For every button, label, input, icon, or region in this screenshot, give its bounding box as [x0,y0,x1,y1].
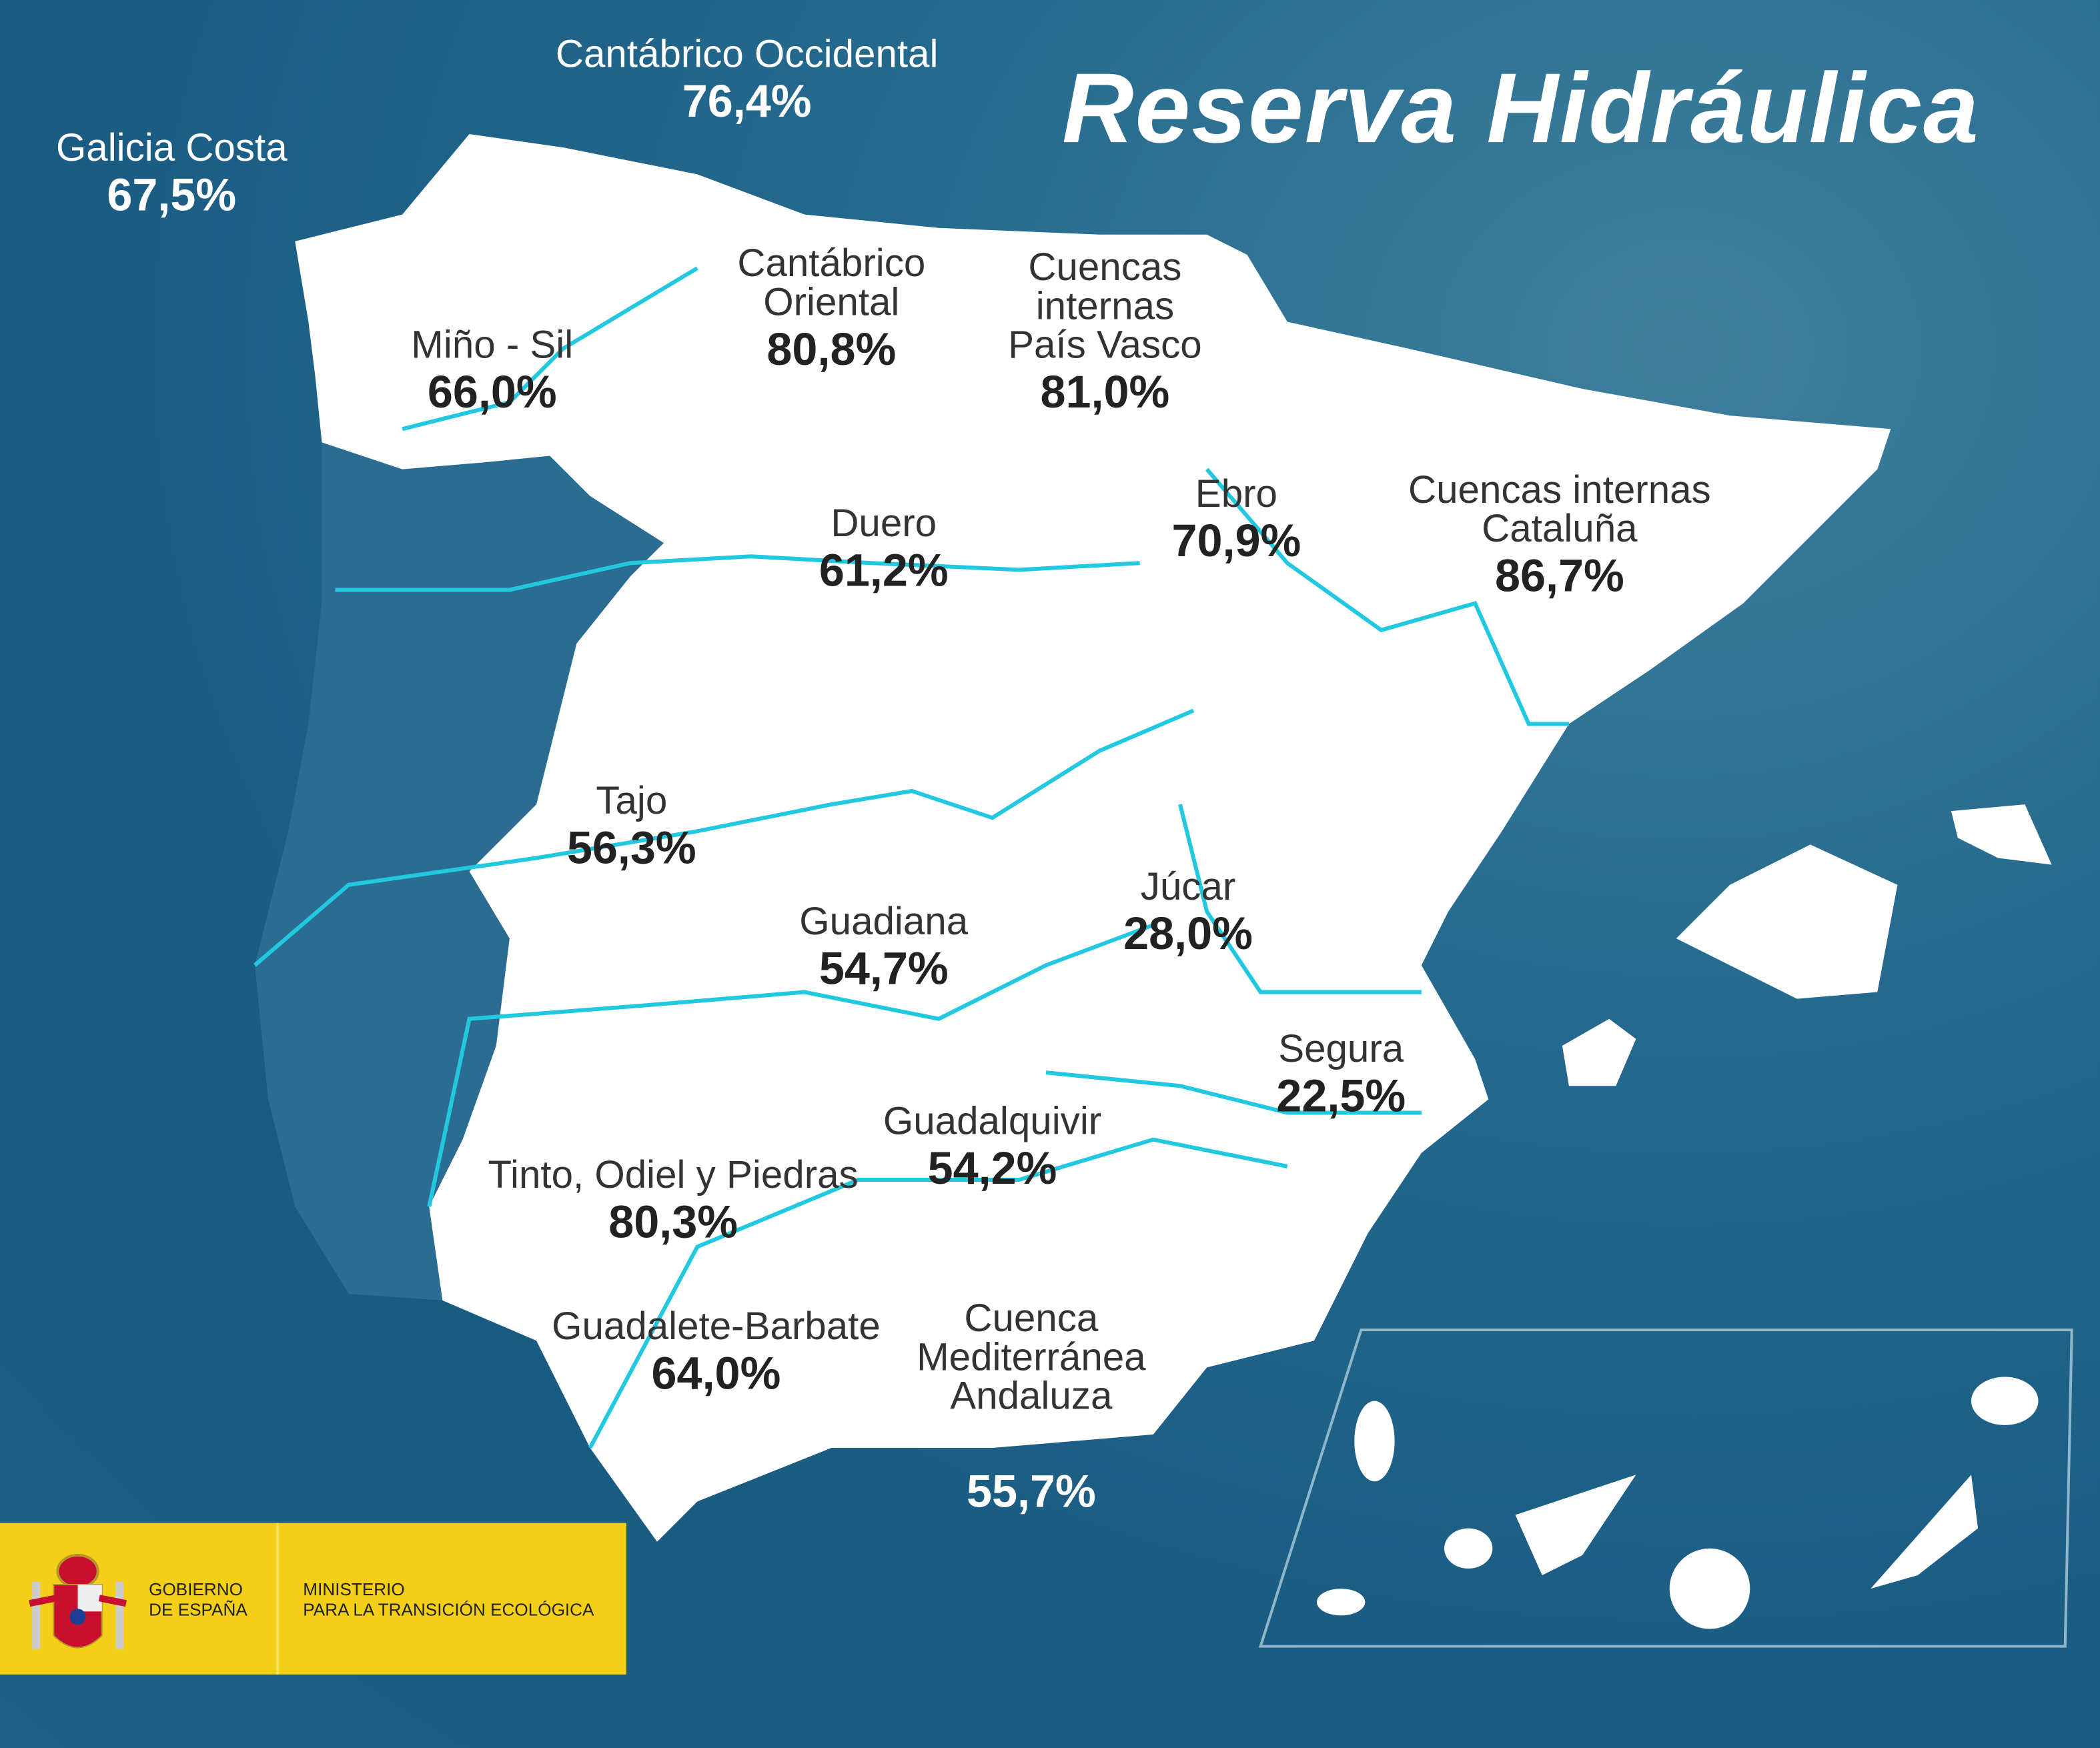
region-name: Segura [1278,1028,1404,1072]
river-guadiana [427,923,1154,1207]
gobierno-text: GOBIERNO DE ESPAÑA [149,1579,247,1620]
region-name: Tinto, Odiel y Piedras [488,1154,859,1198]
river-duero [335,554,1140,592]
region-cantabrico-occidental: Cantábrico Occidental 76,4% [555,33,939,129]
coat-of-arms-icon [29,1553,127,1649]
region-name: Tajo [596,780,668,824]
region-value: 56,3% [566,823,696,874]
region-duero: Duero 61,2% [819,502,949,598]
river-jucar [1178,804,1422,994]
spain-mainland [295,134,1891,1542]
region-tajo: Tajo 56,3% [566,780,696,876]
region-value: 28,0% [1123,908,1253,960]
region-value: 80,8% [766,324,897,375]
page-title: Reserva Hidráulica [1062,52,1980,164]
region-name: Galicia Costa [55,127,288,171]
region-jucar: Júcar 28,0% [1123,866,1253,962]
region-value: 86,7% [1494,551,1624,602]
logo-divider [276,1523,280,1675]
region-mino-sil: Miño - Sil 66,0% [411,324,574,419]
region-name: Guadiana [799,900,969,944]
region-name: Cuenca Mediterránea Andaluza [917,1297,1146,1419]
region-value: 22,5% [1276,1071,1406,1122]
region-cataluna: Cuencas internas Cataluña 86,7% [1408,472,1711,604]
river-ebro [1205,468,1569,726]
region-name: Ebro [1195,473,1277,516]
region-mediterranea-andaluza: Cuenca Mediterránea Andaluza 55,7% [917,1300,1145,1519]
region-value: 76,4% [682,76,812,127]
balearic-islands [1562,804,2052,1086]
region-name: Cuencas internas Cataluña [1408,469,1711,552]
portugal-land [254,442,664,1300]
region-value: 54,7% [819,944,949,995]
region-pais-vasco: Cuencas internas País Vasco 81,0% [1008,249,1202,419]
region-value: 81,0% [1040,367,1170,419]
region-ebro: Ebro 70,9% [1172,476,1301,569]
region-value: 64,0% [651,1349,781,1400]
region-name: Miño - Sil [411,324,574,367]
rivers [253,266,1569,1449]
region-guadalquivir: Guadalquivir 54,2% [883,1100,1102,1196]
government-logo: GOBIERNO DE ESPAÑA MINISTERIO PARA LA TR… [0,1523,626,1675]
region-guadalete-barbate: Guadalete-Barbate 64,0% [552,1308,881,1401]
region-name: Guadalquivir [883,1100,1102,1144]
region-value: 61,2% [819,546,949,597]
region-name: Cuencas internas País Vasco [1008,246,1202,367]
region-value: 55,7% [966,1467,1096,1518]
region-galicia-costa: Galicia Costa 67,5% [55,127,288,223]
region-guadiana: Guadiana 54,7% [799,900,969,996]
region-name: Cantábrico Occidental [555,33,939,77]
region-value: 80,3% [608,1197,738,1248]
region-segura: Segura 22,5% [1276,1028,1406,1124]
canary-islands [1317,1377,2039,1629]
region-value: 70,9% [1171,516,1301,568]
canary-box [1258,1329,2073,1648]
region-name: Cantábrico Oriental [737,242,926,325]
region-name: Duero [831,502,937,546]
region-value: 67,5% [107,170,237,221]
river-segura [1045,1070,1422,1115]
region-value: 54,2% [927,1143,1057,1195]
region-name: Guadalete-Barbate [552,1305,881,1349]
region-name: Júcar [1140,866,1236,909]
region-tinto-odiel-piedras: Tinto, Odiel y Piedras 80,3% [488,1154,859,1250]
ministry-text: MINISTERIO PARA LA TRANSICIÓN ECOLÓGICA [303,1579,594,1620]
river-guadalquivir [588,1137,1288,1449]
river-tajo [253,708,1195,967]
region-cantabrico-oriental: Cantábrico Oriental 80,8% [737,245,925,377]
region-value: 66,0% [427,367,557,419]
river-mino [402,266,698,431]
